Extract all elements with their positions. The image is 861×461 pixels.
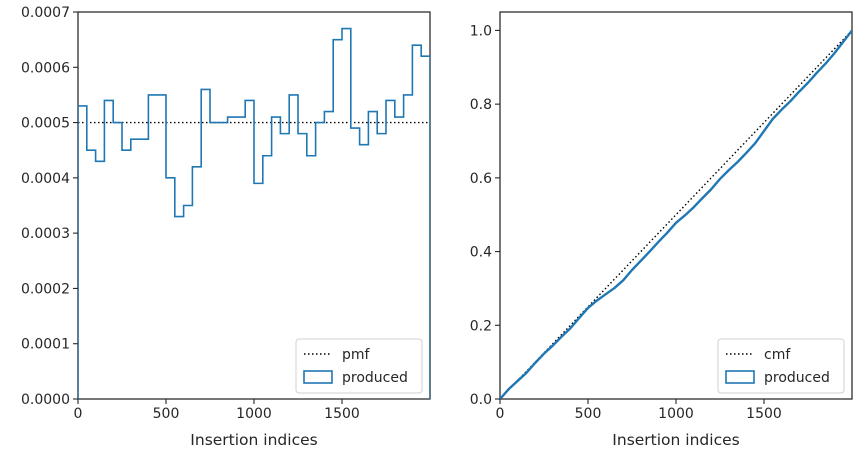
series-produced-histogram	[78, 27, 430, 399]
x-tick-label: 0	[496, 406, 505, 422]
y-tick-label: 0.6	[470, 171, 492, 187]
legend-label-produced: produced	[764, 370, 830, 386]
y-tick-label: 0.0007	[21, 5, 70, 21]
series-produced-cumulative	[500, 29, 852, 399]
legend: pmf produced	[295, 338, 423, 394]
plot-area	[78, 27, 430, 399]
x-axis-label: Insertion indices	[190, 431, 317, 449]
x-tick-label: 0	[74, 406, 83, 422]
y-tick-label: 0.8	[470, 97, 492, 113]
legend: cmf produced	[717, 338, 845, 394]
y-tick-label: 0.0003	[21, 226, 70, 242]
legend-box	[295, 338, 423, 394]
y-tick-label: 0.0002	[21, 281, 70, 297]
y-tick-label: 0.0004	[21, 171, 70, 187]
y-tick-label: 0.0	[470, 392, 492, 408]
x-axis-label: Insertion indices	[612, 431, 739, 449]
y-tick-label: 0.0001	[21, 337, 70, 353]
y-tick-label: 0.0005	[21, 116, 70, 132]
x-tick-label: 1500	[324, 406, 360, 422]
plot-area	[500, 29, 852, 399]
x-tick-label: 1000	[658, 406, 694, 422]
y-tick-label: 0.4	[470, 245, 492, 261]
legend-box	[717, 338, 845, 394]
x-tick-label: 1000	[236, 406, 272, 422]
y-tick-label: 0.0000	[21, 392, 70, 408]
chart-panel-1: 0 500 1000 1500 0.0000 0.0001 0.0002 0.0003 0.00…	[21, 5, 431, 449]
legend-swatch-produced	[303, 370, 333, 384]
x-tick-label: 1500	[746, 406, 782, 422]
legend-label-pmf: pmf	[342, 347, 371, 363]
legend-label-produced: produced	[342, 370, 408, 386]
legend-label-cmf: cmf	[764, 347, 791, 363]
y-tick-label: 0.0006	[21, 60, 70, 76]
legend-swatch-produced	[725, 370, 755, 384]
y-tick-label: 1.0	[470, 23, 492, 39]
chart-panel-2: 0 500 1000 1500 0.0 0.2 0.4 0.6 0.8 1.0 Insertion …	[470, 11, 853, 449]
x-tick-label: 500	[153, 406, 180, 422]
series-cmf-line	[500, 29, 852, 399]
y-tick-label: 0.2	[470, 318, 492, 334]
x-tick-label: 500	[575, 406, 602, 422]
